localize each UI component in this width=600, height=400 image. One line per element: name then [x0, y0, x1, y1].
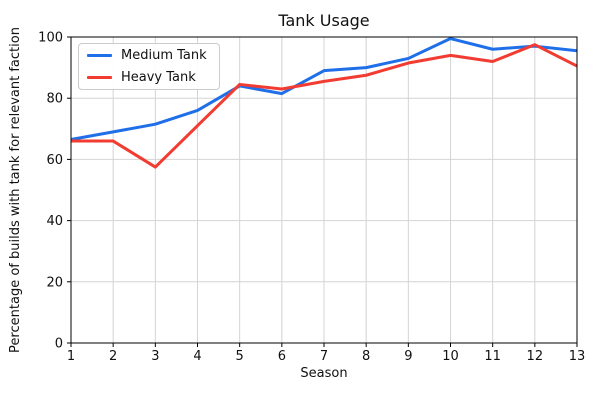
y-tick-label: 0: [55, 337, 63, 352]
y-tick-label: 100: [38, 31, 63, 46]
line-heavy-tank: [71, 43, 578, 169]
line-medium-tank: [70, 37, 578, 141]
x-tick-label: 5: [236, 349, 244, 364]
x-axis-label: Season: [300, 366, 348, 381]
y-axis-label: Percentage of builds with tank for relev…: [8, 27, 23, 353]
chart-title: Tank Usage: [278, 11, 370, 30]
legend-line-medium-tank-icon: [87, 54, 112, 58]
x-tick-label: 11: [484, 349, 501, 364]
y-tick-label: 80: [46, 92, 63, 107]
x-tick-label: 2: [109, 349, 117, 364]
x-tick-label: 7: [320, 349, 328, 364]
legend-item-medium-tank: Medium Tank: [87, 48, 211, 64]
plot-border: [70, 36, 578, 344]
legend: Medium Tank Heavy Tank: [78, 43, 220, 90]
y-tick-label: 60: [46, 153, 63, 168]
legend-label-heavy-tank: Heavy Tank: [121, 69, 196, 85]
x-tick-label: 9: [404, 349, 412, 364]
x-tick-label: 3: [151, 349, 159, 364]
legend-line-heavy-tank-icon: [87, 75, 112, 79]
y-tick-label: 20: [46, 275, 63, 290]
x-tick-label: 1: [67, 349, 75, 364]
legend-item-heavy-tank: Heavy Tank: [87, 70, 211, 86]
x-tick-label: 13: [569, 349, 586, 364]
x-tick-label: 4: [193, 349, 201, 364]
legend-label-medium-tank: Medium Tank: [121, 48, 207, 64]
x-tick-label: 10: [442, 349, 459, 364]
x-tick-label: 12: [527, 349, 544, 364]
x-tick-label: 6: [278, 349, 286, 364]
y-tick-label: 40: [46, 214, 63, 229]
x-tick-label: 8: [362, 349, 370, 364]
